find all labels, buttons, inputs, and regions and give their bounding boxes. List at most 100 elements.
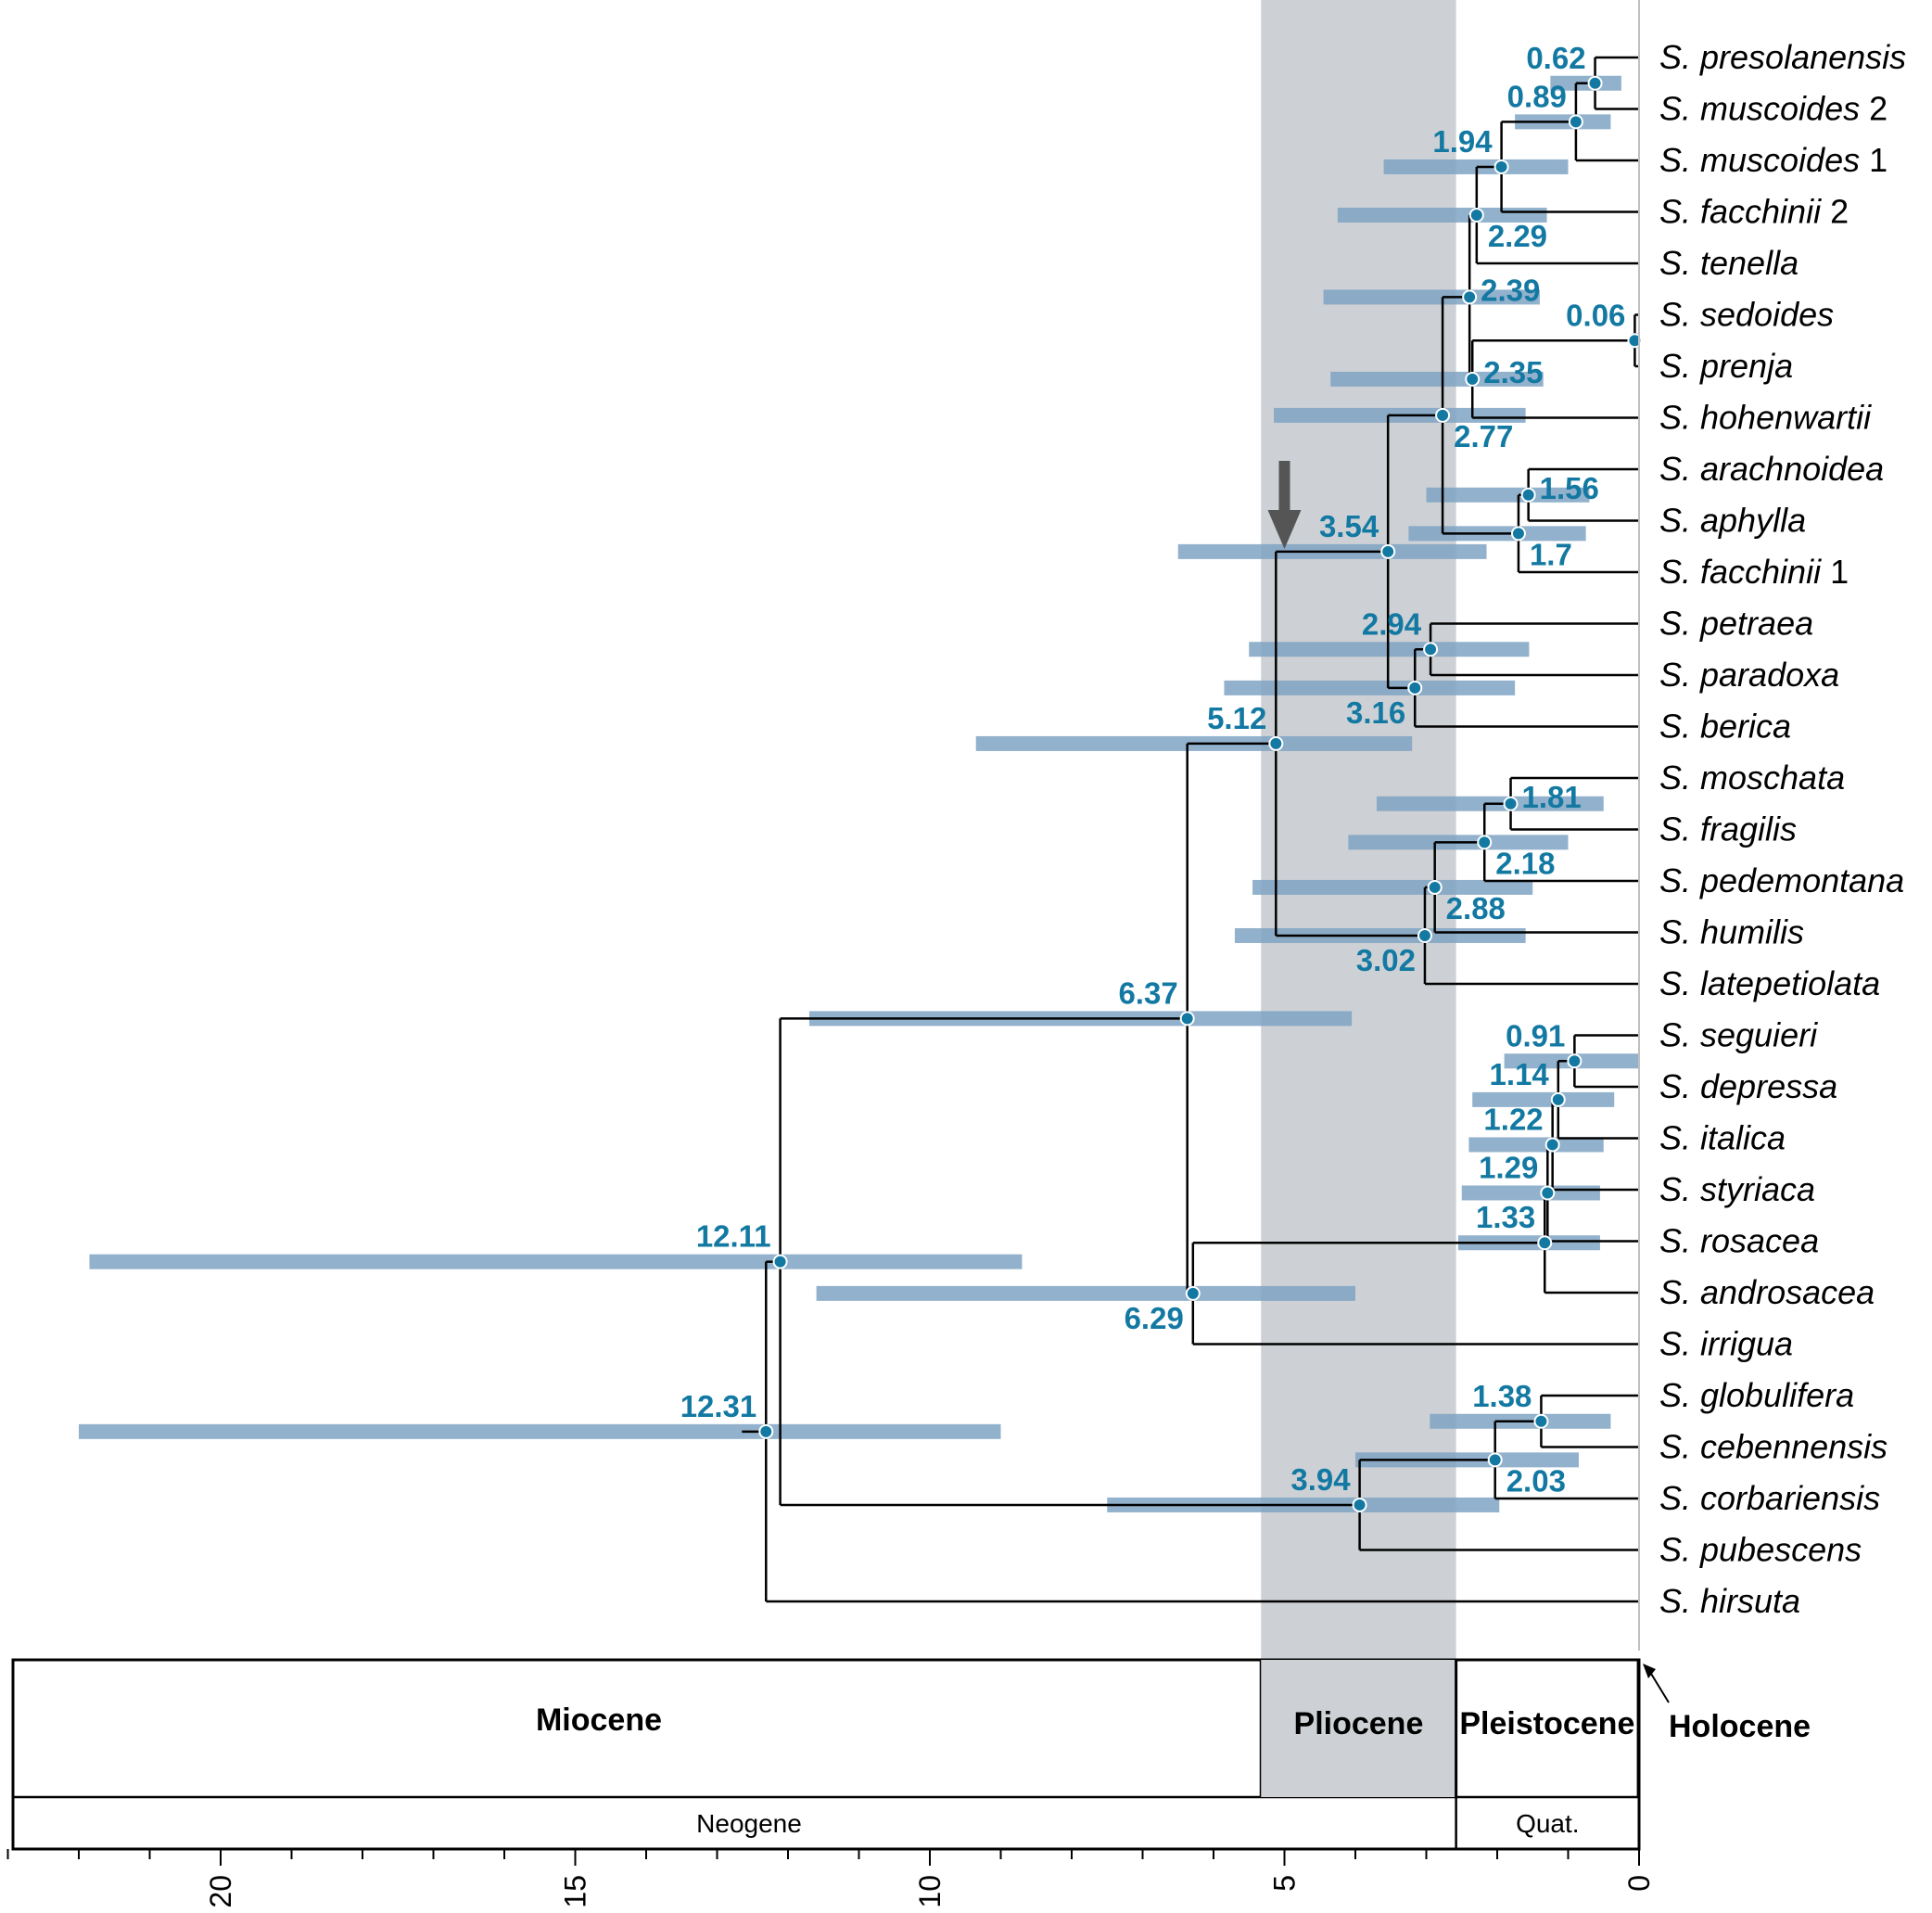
taxon-epithet: italica — [1700, 1119, 1786, 1157]
taxon-genus: S. — [1659, 810, 1700, 848]
taxon-epithet: sedoides — [1700, 296, 1834, 334]
node-marker — [1185, 1285, 1201, 1301]
taxon-genus: S. — [1659, 861, 1700, 899]
tick-label: 20 — [204, 1875, 237, 1908]
node-age-label: 1.7 — [1530, 537, 1572, 571]
hpd-bar-12.11 — [89, 1254, 1023, 1269]
taxon-genus: S. — [1659, 708, 1700, 746]
node-age-label: 2.03 — [1506, 1463, 1566, 1498]
taxon-epithet: pubescens — [1699, 1531, 1862, 1569]
taxon-epithet: petraea — [1699, 605, 1813, 643]
taxon-suffix: 1 — [1860, 141, 1888, 179]
taxon-epithet: irrigua — [1700, 1325, 1793, 1363]
node-marker — [1493, 159, 1509, 174]
hpd-bar-1.14 — [1472, 1091, 1615, 1107]
taxon-epithet: muscoides — [1700, 90, 1860, 128]
taxon-genus: S. — [1659, 1016, 1700, 1054]
taxon-label: S. depressa — [1659, 1067, 1837, 1105]
taxon-genus: S. — [1659, 244, 1700, 282]
taxon-epithet: aphylla — [1700, 502, 1806, 540]
taxon-label: S. pubescens — [1659, 1531, 1862, 1569]
node-age-label: 12.31 — [680, 1389, 757, 1423]
node-age-label: 3.02 — [1356, 943, 1416, 977]
node-age-label: 6.37 — [1118, 976, 1177, 1010]
taxon-genus: S. — [1659, 296, 1700, 334]
taxon-label: S. corbariensis — [1659, 1479, 1880, 1517]
node-marker — [1435, 407, 1451, 423]
taxon-epithet: pedemontana — [1699, 861, 1904, 899]
taxon-genus: S. — [1659, 913, 1700, 951]
node-age-label: 2.35 — [1483, 355, 1543, 389]
node-marker — [1540, 1185, 1556, 1201]
node-marker — [1487, 1452, 1503, 1468]
taxon-epithet: androsacea — [1700, 1273, 1875, 1311]
node-marker — [758, 1423, 774, 1439]
period-label: Neogene — [696, 1809, 802, 1838]
epoch-pliocene-fill — [1261, 1660, 1456, 1797]
taxon-epithet: paradoxa — [1699, 656, 1839, 694]
taxon-genus: S. — [1659, 1170, 1700, 1208]
taxon-epithet: berica — [1700, 708, 1791, 746]
hpd-bar-2.39 — [1323, 289, 1540, 305]
hpd-bar-2.35 — [1330, 371, 1544, 387]
taxon-label: S. sedoides — [1659, 296, 1834, 334]
holocene-pointer-arrow — [1647, 1668, 1670, 1703]
taxon-epithet: tenella — [1700, 244, 1799, 282]
taxon-label: S. rosacea — [1659, 1222, 1819, 1260]
taxon-epithet: globulifera — [1700, 1376, 1854, 1414]
taxon-genus: S. — [1659, 1531, 1700, 1569]
hpd-bar-2.88 — [1252, 879, 1533, 895]
hpd-bar-1.56 — [1426, 487, 1590, 503]
taxon-suffix: 2 — [1821, 193, 1849, 231]
taxon-label: S. seguieri — [1659, 1016, 1818, 1054]
node-marker — [1568, 114, 1583, 130]
taxon-label: S. petraea — [1659, 605, 1813, 643]
taxon-genus: S. — [1659, 1067, 1700, 1105]
taxon-label: S. paradoxa — [1659, 656, 1839, 694]
taxon-genus: S. — [1659, 1376, 1700, 1414]
taxon-epithet: rosacea — [1700, 1222, 1819, 1260]
taxon-genus: S. — [1659, 553, 1700, 591]
taxon-label: S. humilis — [1659, 913, 1804, 951]
node-marker — [1537, 1235, 1553, 1251]
node-marker — [1268, 735, 1284, 751]
taxon-epithet: moschata — [1700, 759, 1845, 797]
taxon-epithet: cebennensis — [1700, 1428, 1888, 1466]
taxon-epithet: facchinii — [1700, 553, 1822, 591]
node-marker — [1179, 1011, 1195, 1027]
taxon-genus: S. — [1659, 1479, 1700, 1517]
node-age-label: 1.33 — [1476, 1200, 1535, 1234]
taxon-label: S. arachnoidea — [1659, 450, 1884, 488]
node-age-label: 1.56 — [1540, 471, 1599, 505]
node-age-label: 12.11 — [696, 1219, 771, 1254]
taxon-suffix: 2 — [1860, 90, 1888, 128]
taxon-epithet: hirsuta — [1700, 1582, 1800, 1620]
taxon-label: S. tenella — [1659, 244, 1799, 282]
taxon-genus: S. — [1659, 1273, 1700, 1311]
hpd-bar-6.29 — [816, 1285, 1355, 1301]
node-age-label: 1.29 — [1479, 1150, 1538, 1184]
node-age-label: 2.29 — [1488, 219, 1547, 253]
node-marker — [772, 1254, 788, 1269]
hpd-bar-12.31 — [79, 1423, 1001, 1439]
node-age-label: 1.94 — [1432, 124, 1493, 159]
node-marker — [1417, 927, 1432, 943]
taxon-genus: S. — [1659, 656, 1700, 694]
node-marker — [1380, 543, 1396, 559]
node-markers — [758, 75, 1643, 1512]
taxon-epithet: fragilis — [1700, 810, 1797, 848]
taxon-epithet: styriaca — [1700, 1170, 1815, 1208]
node-marker — [1520, 487, 1536, 503]
taxon-genus: S. — [1659, 1325, 1700, 1363]
node-marker — [1627, 333, 1643, 349]
tick-label: 0 — [1622, 1875, 1656, 1892]
tick-label: 10 — [913, 1875, 947, 1908]
tick-label: 5 — [1268, 1875, 1302, 1892]
epoch-label: Holocene — [1669, 1709, 1811, 1744]
taxon-genus: S. — [1659, 1119, 1700, 1157]
taxon-label: S. muscoides 2 — [1659, 90, 1888, 128]
arrow-shaft — [1278, 461, 1290, 515]
taxon-epithet: facchinii — [1700, 193, 1822, 231]
node-age-label: 2.94 — [1362, 606, 1422, 641]
